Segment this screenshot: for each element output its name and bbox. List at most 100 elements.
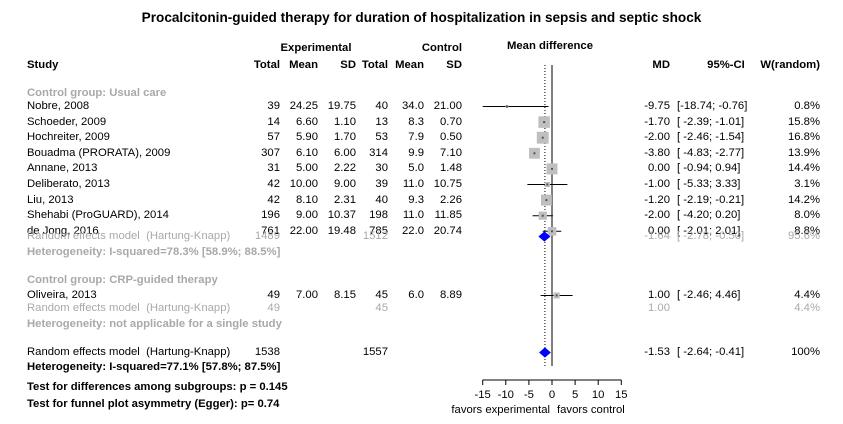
cell-c-sd: 20.74 — [433, 224, 462, 237]
cell-w-text: 14.4% — [787, 162, 820, 175]
cell-w-text: 14.2% — [787, 193, 820, 206]
cell-c-mean: 9.9 — [408, 146, 424, 159]
header-c-total: Total — [361, 59, 388, 71]
model-md: -1.64 — [644, 230, 670, 242]
point-estimate — [555, 294, 558, 297]
model-e-total: 1489 — [254, 230, 280, 242]
cell-c-sd: 7.10 — [440, 146, 462, 159]
cell-study: Annane, 2013 — [27, 162, 98, 175]
point-estimate — [533, 152, 536, 155]
cell-w-text: 3.1% — [794, 178, 820, 190]
model-c-total: 1512 — [362, 230, 388, 242]
cell-c-total: 13 — [375, 115, 388, 128]
cell-md-text: -1.20 — [644, 193, 670, 206]
cell-ci-text: [ -0.94; 0.94] — [677, 162, 741, 175]
cell-e-mean: 6.10 — [296, 146, 318, 159]
cell-e-sd: 8.15 — [334, 289, 356, 301]
cell-c-sd: 11.85 — [434, 209, 462, 222]
cell-c-total: 39 — [375, 178, 388, 190]
cell-c-total: 40 — [375, 193, 388, 206]
header-weight: W(random) — [760, 59, 820, 71]
point-estimate — [541, 136, 544, 139]
cell-ci-text: [ -4.20; 0.20] — [677, 209, 741, 222]
cell-c-mean: 9.3 — [408, 193, 424, 206]
point-estimate — [551, 230, 553, 233]
overall-ci: [ -2.64; -0.41] — [677, 346, 745, 358]
header-e-sd: SD — [340, 59, 356, 71]
header-c-mean: Mean — [395, 59, 424, 71]
cell-ci-text: [-18.74; -0.76] — [677, 100, 748, 112]
cell-e-sd: 1.70 — [334, 131, 356, 144]
cell-e-sd: 19.48 — [327, 224, 356, 237]
subgroup-label: Control group: Usual care — [27, 87, 167, 99]
header-c-sd: SD — [446, 59, 462, 71]
cell-w-text: 13.9% — [787, 146, 820, 159]
cell-c-total: 785 — [369, 224, 388, 237]
cell-c-mean: 11.0 — [402, 209, 424, 222]
heterogeneity-text: Heterogeneity: not applicable for a sing… — [27, 318, 282, 330]
cell-c-sd: 10.75 — [433, 178, 462, 190]
cell-w-text: 0.8% — [794, 100, 820, 112]
cell-study: Nobre, 2008 — [27, 100, 90, 112]
cell-md-text: 1.00 — [648, 289, 670, 301]
x-label-left: favors experimental — [451, 404, 550, 416]
model-label: Random effects model (Hartung-Knapp) — [27, 302, 231, 314]
cell-md-text: -1.00 — [644, 178, 670, 190]
cell-e-total: 39 — [267, 100, 280, 112]
header-mean-difference: Mean difference — [506, 40, 593, 52]
cell-c-sd: 8.89 — [440, 289, 462, 301]
overall-heterogeneity: Heterogeneity: I-squared=77.1% [57.8%; 8… — [27, 361, 281, 373]
cell-md-text: -2.00 — [644, 209, 670, 222]
header-control: Control — [421, 42, 462, 54]
model-weight: 95.6% — [787, 230, 820, 242]
cell-e-mean: 8.10 — [296, 193, 318, 206]
cell-study: Bouadma (PRORATA), 2009 — [27, 146, 171, 159]
cell-ci-text: [ -2.39; -1.01] — [677, 115, 745, 128]
cell-e-sd: 10.37 — [327, 209, 356, 222]
cell-e-sd: 2.31 — [334, 193, 356, 206]
cell-study: Oliveira, 2013 — [27, 289, 97, 301]
chart-title: Procalcitonin-guided therapy for duratio… — [141, 10, 702, 25]
cell-e-total: 42 — [267, 178, 280, 190]
overall-weight: 100% — [791, 346, 820, 358]
cell-c-mean: 11.0 — [402, 178, 424, 190]
cell-c-sd: 21.00 — [433, 100, 462, 112]
cell-c-mean: 7.9 — [408, 131, 424, 144]
cell-md-text: -2.00 — [644, 131, 670, 144]
cell-e-total: 196 — [261, 209, 280, 222]
cell-study: Hochreiter, 2009 — [27, 131, 110, 144]
overall-md: -1.53 — [644, 346, 670, 358]
x-tick-label: 10 — [591, 389, 605, 401]
cell-c-sd: 0.50 — [440, 131, 462, 144]
cell-e-sd: 2.22 — [334, 162, 356, 175]
cell-c-mean: 5.0 — [408, 162, 424, 175]
model-weight: 4.4% — [794, 302, 820, 314]
cell-c-mean: 34.0 — [402, 100, 424, 112]
cell-study: Deliberato, 2013 — [27, 178, 110, 190]
point-estimate — [543, 121, 546, 124]
cell-c-sd: 1.48 — [440, 162, 462, 175]
model-ci: [ -2.78; -0.50] — [677, 230, 745, 242]
point-estimate — [505, 105, 508, 108]
cell-e-total: 31 — [267, 162, 280, 175]
point-estimate — [541, 214, 544, 217]
cell-c-total: 53 — [375, 131, 388, 144]
model-md: 1.00 — [648, 302, 670, 314]
cell-study: Schoeder, 2009 — [27, 115, 107, 128]
cell-e-total: 761 — [261, 224, 280, 237]
cell-c-mean: 22.0 — [402, 224, 424, 237]
overall-model-label: Random effects model (Hartung-Knapp) — [27, 346, 231, 358]
header-e-mean: Mean — [289, 59, 318, 71]
cell-md-text: 0.00 — [648, 162, 670, 175]
cell-e-mean: 10.00 — [289, 178, 318, 190]
cell-md-text: -9.75 — [644, 100, 670, 112]
cell-e-mean: 5.00 — [296, 162, 318, 175]
cell-e-mean: 9.00 — [296, 209, 318, 222]
cell-c-total: 198 — [369, 209, 388, 222]
x-label-right: favors control — [557, 404, 625, 416]
cell-e-total: 42 — [267, 193, 280, 206]
cell-c-sd: 2.26 — [440, 193, 462, 206]
cell-e-total: 14 — [267, 115, 280, 128]
cell-e-mean: 24.25 — [289, 100, 318, 112]
